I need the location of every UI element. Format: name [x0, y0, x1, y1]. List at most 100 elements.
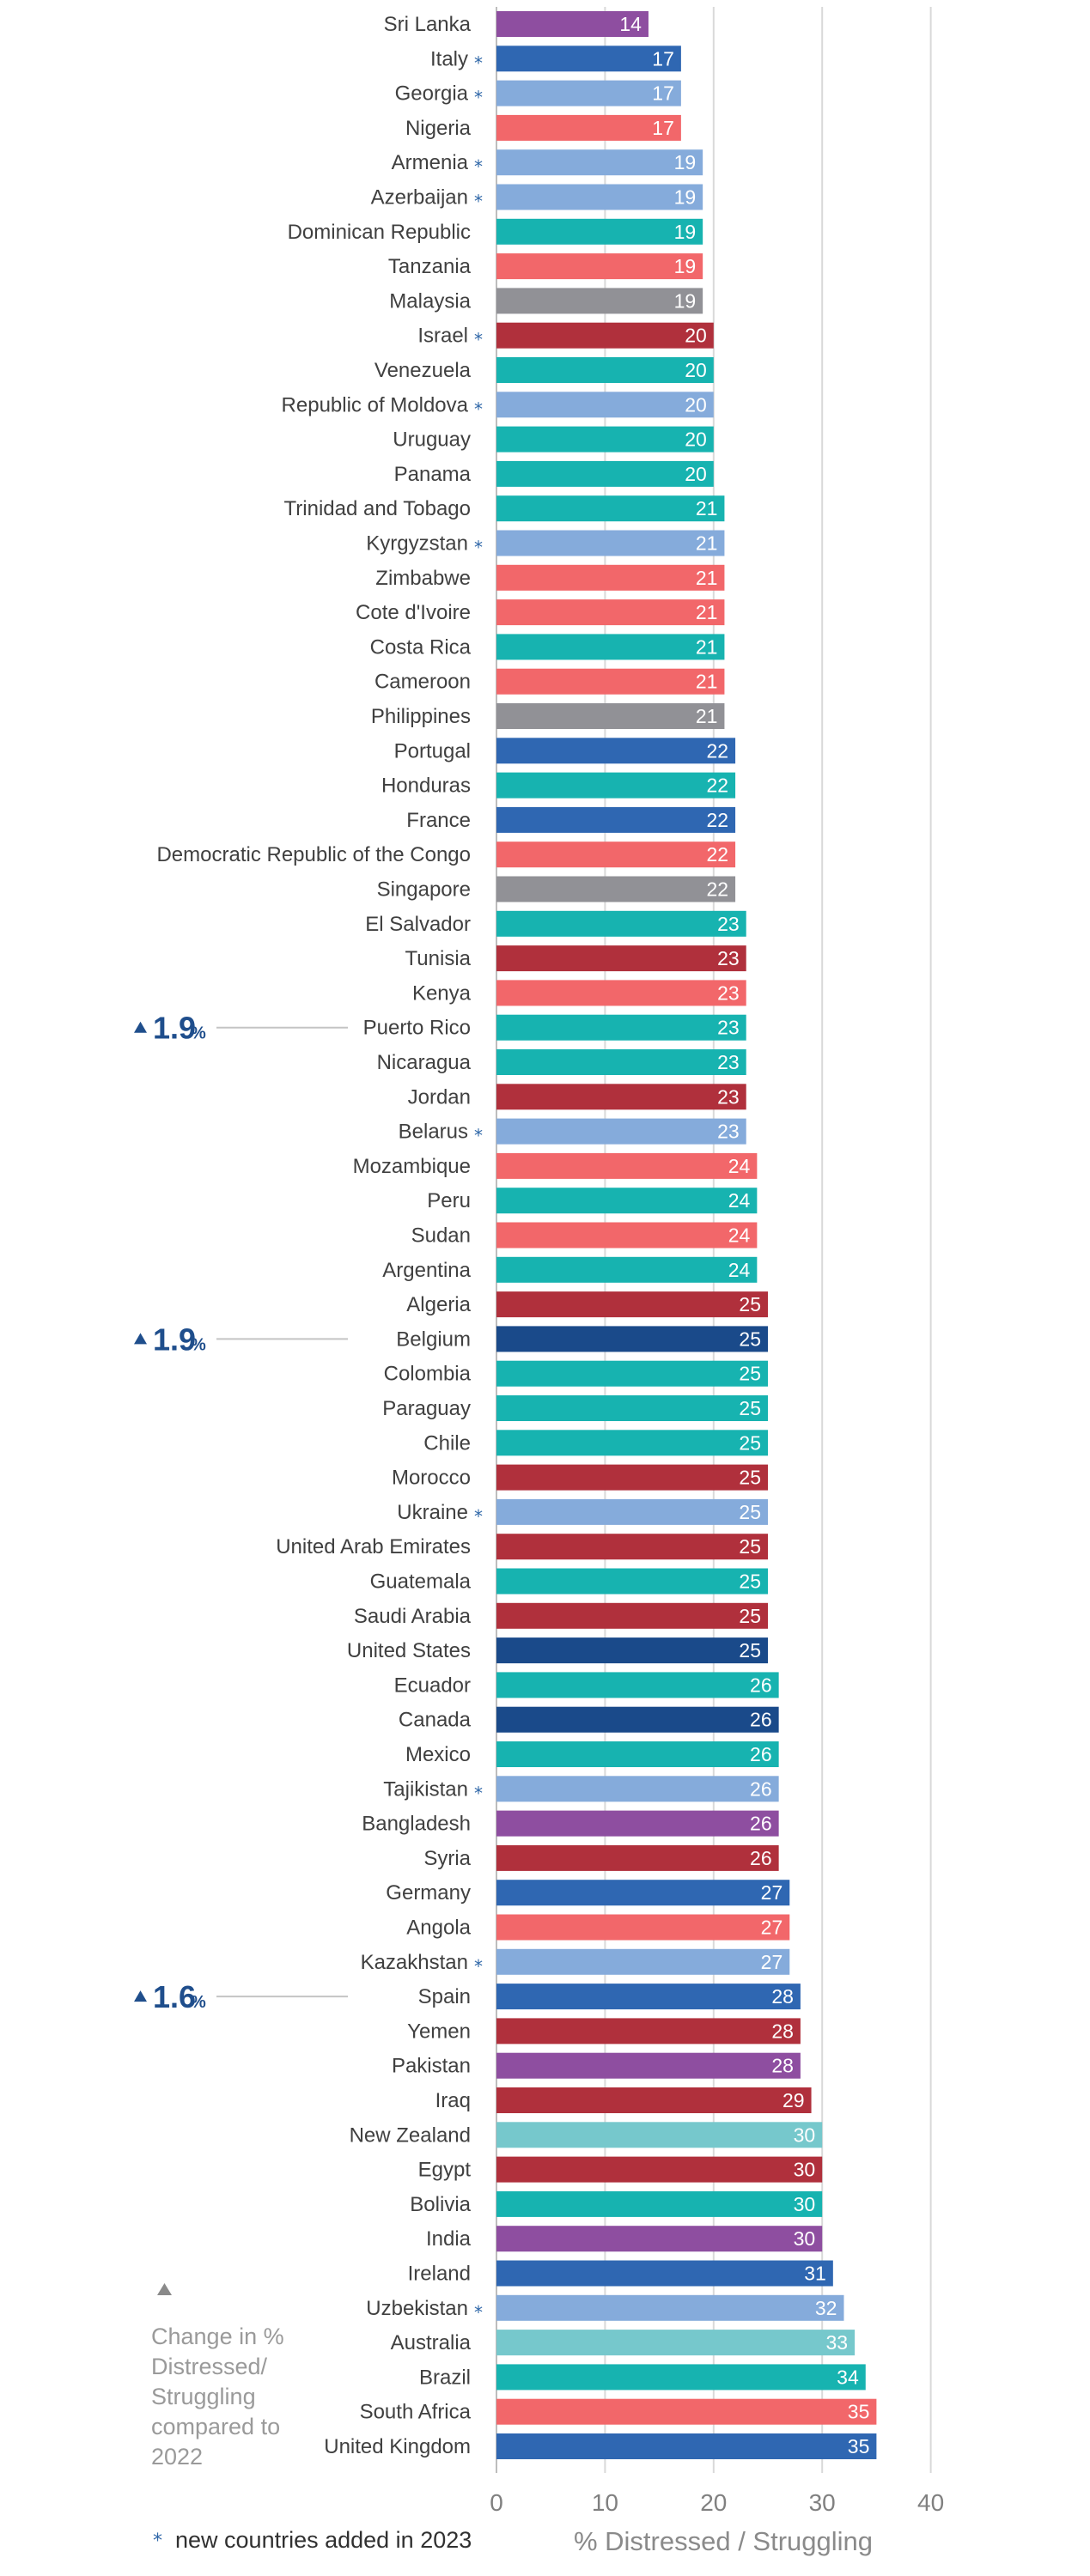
- bars: 1417171719191919192020202020212121212121…: [496, 11, 877, 2459]
- bar: [496, 1464, 768, 1491]
- bar-value-label: 32: [815, 2297, 837, 2319]
- bar: [496, 2190, 823, 2217]
- bar-value-label: 30: [794, 2193, 816, 2215]
- bar: [496, 1188, 758, 1214]
- bar: [496, 2260, 833, 2287]
- category-label: Cameroon: [374, 671, 471, 694]
- bar: [496, 1014, 746, 1041]
- bar: [496, 253, 703, 280]
- up-triangle-icon: [134, 1333, 147, 1345]
- bar-value-label: 22: [706, 878, 728, 901]
- new-country-star-icon: *: [474, 538, 483, 558]
- bar-value-label: 19: [674, 289, 697, 312]
- bar: [496, 668, 725, 695]
- bar-value-label: 17: [652, 82, 674, 105]
- bar-value-label: 29: [782, 2089, 805, 2111]
- bar-value-label: 23: [717, 1121, 740, 1143]
- bar-value-label: 24: [728, 1189, 751, 1212]
- bar: [496, 1118, 746, 1145]
- new-country-star-icon: *: [153, 2530, 162, 2552]
- bar-value-label: 23: [717, 981, 740, 1004]
- bar-value-label: 30: [794, 2227, 816, 2250]
- category-label: Spain: [418, 1985, 471, 2008]
- bar: [496, 46, 681, 72]
- new-country-star-icon: *: [474, 1956, 483, 1977]
- category-label: Israel: [417, 325, 468, 348]
- category-label: Angola: [406, 1917, 471, 1940]
- category-label: Sri Lanka: [384, 13, 472, 36]
- category-label: Pakistan: [392, 2055, 471, 2078]
- bar: [496, 1602, 768, 1629]
- category-label: Paraguay: [382, 1397, 471, 1420]
- bar: [496, 806, 736, 833]
- category-label: Nicaragua: [377, 1051, 472, 1074]
- category-label: United Kingdom: [324, 2435, 471, 2458]
- bar: [496, 357, 714, 383]
- change-callouts: 1.9%1.9%1.6%: [134, 1011, 348, 2014]
- category-label: Yemen: [407, 2020, 471, 2043]
- category-label: Tanzania: [388, 255, 472, 278]
- bar: [496, 1914, 790, 1941]
- category-label: Tunisia: [405, 947, 472, 970]
- legend-line: Distressed/: [151, 2354, 268, 2379]
- category-label: Iraq: [435, 2089, 471, 2112]
- category-label: United Arab Emirates: [276, 1535, 471, 1558]
- bar: [496, 2156, 823, 2183]
- bar: [496, 80, 681, 106]
- bar-value-label: 27: [761, 1917, 783, 1939]
- bar-value-label: 26: [750, 1709, 772, 1731]
- category-label: Morocco: [392, 1467, 471, 1490]
- bar-value-label: 20: [685, 359, 707, 381]
- bar-value-label: 25: [739, 1363, 761, 1385]
- bar: [496, 1880, 790, 1906]
- bar: [496, 599, 725, 626]
- bar-value-label: 26: [750, 1847, 772, 1869]
- category-label: United States: [347, 1639, 471, 1662]
- bar: [496, 703, 725, 729]
- category-label: Belarus: [399, 1121, 468, 1144]
- up-triangle-icon: [134, 1021, 147, 1033]
- callout-unit: %: [191, 1024, 206, 1043]
- legend: Change in % Distressed/Struggling compared…: [151, 2283, 284, 2470]
- category-label: Uzbekistan: [366, 2297, 468, 2320]
- bar: [496, 738, 736, 764]
- x-axis-ticks: 0 10 20 30 40: [490, 2489, 944, 2516]
- bar-value-label: 24: [728, 1224, 751, 1247]
- bar: [496, 426, 714, 453]
- legend-line: compared to: [151, 2414, 280, 2439]
- category-label: South Africa: [360, 2401, 472, 2424]
- bar: [496, 2122, 823, 2148]
- category-label: Portugal: [394, 739, 471, 762]
- bar: [496, 634, 725, 660]
- category-label: Bangladesh: [362, 1813, 471, 1836]
- category-label: Jordan: [408, 1085, 471, 1109]
- bar-value-label: 25: [739, 1571, 761, 1593]
- bar: [496, 1084, 746, 1110]
- bar: [496, 1984, 801, 2010]
- x-tick-label: 20: [700, 2489, 727, 2516]
- bar-value-label: 19: [674, 151, 697, 173]
- category-label: Malaysia: [389, 289, 471, 313]
- bar: [496, 1430, 768, 1456]
- category-label: Egypt: [418, 2159, 472, 2182]
- new-country-star-icon: *: [474, 156, 483, 177]
- bar: [496, 564, 725, 591]
- category-label: Germany: [386, 1881, 471, 1905]
- new-country-star-icon: *: [474, 191, 483, 212]
- bar: [496, 1395, 768, 1421]
- category-label: Kazakhstan: [361, 1951, 468, 1974]
- bar: [496, 841, 736, 868]
- category-label: Democratic Republic of the Congo: [156, 843, 471, 866]
- legend-line: Struggling: [151, 2384, 256, 2409]
- bar-value-label: 23: [717, 947, 740, 969]
- bar-value-label: 24: [728, 1155, 751, 1177]
- bar-value-label: 28: [771, 1985, 794, 2008]
- category-label: Colombia: [384, 1363, 472, 1386]
- category-label: Republic of Moldova: [282, 393, 469, 416]
- bar-value-label: 21: [696, 601, 718, 623]
- x-tick-label: 40: [917, 2489, 944, 2516]
- bar: [496, 2226, 823, 2252]
- category-label: Azerbaijan: [371, 186, 468, 210]
- bar-value-label: 25: [739, 1467, 761, 1489]
